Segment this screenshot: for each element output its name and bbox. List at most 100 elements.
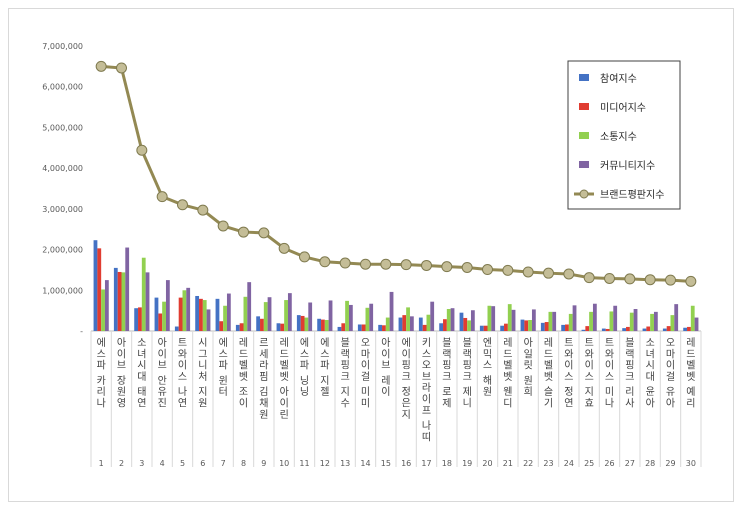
bar <box>694 317 699 331</box>
category-label-char: 브 <box>422 371 431 383</box>
bar <box>650 313 654 331</box>
line-point <box>461 261 473 273</box>
category-label-char: 드 <box>503 349 512 360</box>
category-label-char: 벨 <box>544 360 553 372</box>
category-label-char: 스 <box>564 371 573 383</box>
bar <box>507 304 512 331</box>
bar <box>585 326 590 331</box>
category-label-char: 지 <box>402 409 411 421</box>
bar <box>308 302 313 331</box>
category-label-char: 브 <box>381 360 390 372</box>
bar <box>463 317 468 331</box>
bar <box>174 326 179 331</box>
bar <box>670 315 675 331</box>
category-label-char: 원 <box>117 386 126 398</box>
bar <box>276 323 281 331</box>
bar <box>409 316 414 331</box>
category-label-char: 원 <box>483 386 492 398</box>
bar <box>592 303 597 331</box>
category-label-char: 걸 <box>361 370 370 383</box>
bar <box>141 257 146 331</box>
line-point <box>502 264 514 276</box>
category-number: 25 <box>584 459 594 468</box>
line-point <box>441 261 453 273</box>
bar <box>186 287 191 331</box>
category-label-char: 스 <box>483 360 492 372</box>
bar <box>531 309 536 331</box>
bar <box>446 309 451 331</box>
category-label-char: 녀 <box>646 348 655 360</box>
category-label-char: 핌 <box>259 371 268 383</box>
category-label-char: 이 <box>117 348 126 360</box>
bar <box>145 272 150 331</box>
bar <box>239 323 244 331</box>
category-label-char: 리 <box>625 386 634 398</box>
bar <box>369 303 374 331</box>
category-label-char: 벨 <box>503 360 512 372</box>
category-number: 11 <box>299 459 309 468</box>
category-label-char: 아 <box>646 398 655 410</box>
line-point <box>563 268 575 280</box>
category-label-char: 지 <box>320 375 329 387</box>
y-tick-label: 1,000,000 <box>42 286 83 295</box>
line-point <box>217 220 229 232</box>
category-label-char: 크 <box>341 372 350 383</box>
category-label-char: 나 <box>422 420 431 432</box>
category-number: 26 <box>604 459 614 468</box>
category-label-char: 크 <box>442 372 451 383</box>
category-label-char: 핑 <box>402 360 411 372</box>
category-label-char: 일 <box>524 348 533 360</box>
category-label-char: 벳 <box>280 371 289 383</box>
category-label-char: 아 <box>117 337 126 349</box>
category-label-char: 제 <box>463 386 472 398</box>
category-label-char: 리 <box>686 398 695 410</box>
line-point <box>644 274 656 286</box>
category-label-char: 미 <box>361 386 370 398</box>
category-label-char: 와 <box>564 348 573 360</box>
category-label-char: 아 <box>666 398 675 410</box>
bar <box>317 318 322 331</box>
bar <box>178 297 183 331</box>
bar <box>552 311 557 331</box>
bar <box>378 324 383 331</box>
category-label-char: 벳 <box>239 371 248 383</box>
line-point <box>156 191 168 203</box>
bar <box>487 305 492 331</box>
category-number: 6 <box>200 459 205 468</box>
bar <box>219 321 224 331</box>
category-number: 21 <box>503 459 513 468</box>
category-label-char: 연 <box>178 398 187 410</box>
line-point <box>197 204 209 216</box>
line-point <box>136 144 148 156</box>
category-label-char: 시 <box>198 337 207 349</box>
category-number: 2 <box>119 459 124 468</box>
category-label-char: 파 <box>219 360 228 372</box>
category-label-char: 채 <box>259 398 268 410</box>
category-label-char: 와 <box>585 348 594 360</box>
category-label-char: 핑 <box>341 360 350 372</box>
category-label-char: 아 <box>381 337 390 349</box>
category-label-char: 그 <box>198 349 207 360</box>
bar <box>382 325 386 331</box>
legend-label: 커뮤니티지수 <box>600 160 655 172</box>
category-number: 10 <box>279 459 289 468</box>
bar <box>402 315 407 331</box>
bar <box>418 317 423 331</box>
category-label-char: 정 <box>402 386 411 398</box>
bar <box>223 305 227 331</box>
category-label-char: 원 <box>524 375 533 387</box>
bar <box>626 326 630 331</box>
category-label-char: 이 <box>280 398 289 410</box>
category-label-char: 슬 <box>544 386 553 398</box>
line-point <box>339 257 351 269</box>
bar <box>504 323 508 331</box>
category-label-char: 와 <box>178 348 187 360</box>
bar <box>97 248 102 331</box>
bar <box>666 326 671 331</box>
line-point <box>665 274 676 286</box>
line-point <box>360 258 371 270</box>
category-label-char: 젤 <box>320 386 329 398</box>
category-label-char: 핑 <box>625 360 634 372</box>
bar <box>134 308 139 331</box>
category-number: 28 <box>645 459 655 468</box>
